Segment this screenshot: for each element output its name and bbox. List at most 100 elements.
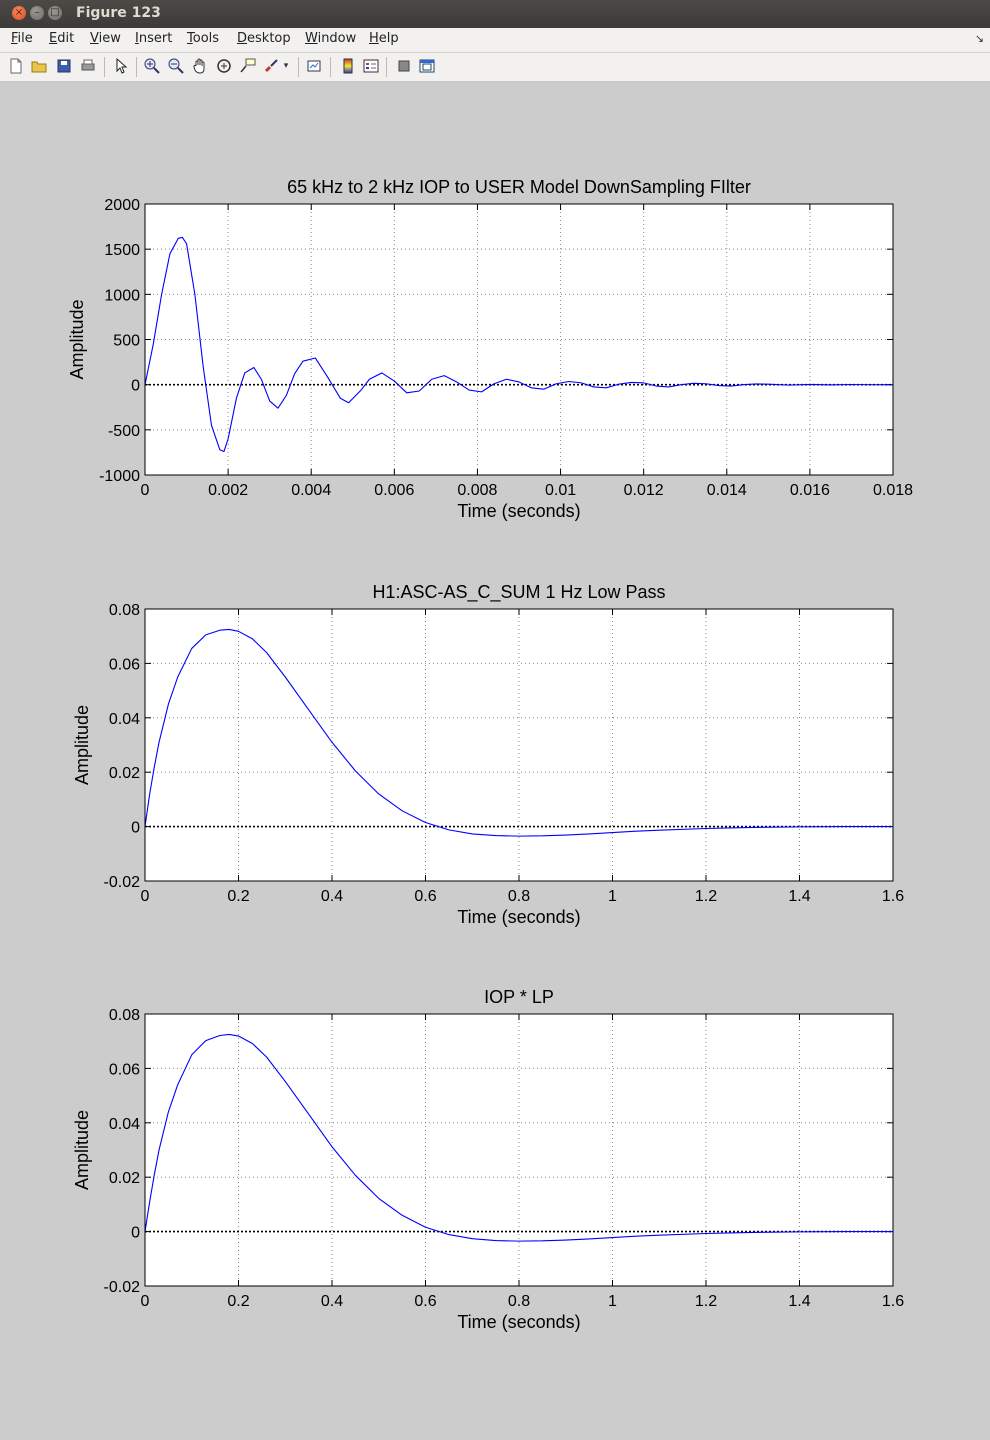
axes-frame — [144, 608, 894, 882]
x-tick-label: 0.2 — [227, 888, 249, 905]
maximize-window-button[interactable]: □ — [48, 6, 62, 20]
x-tick-label: 0.004 — [291, 482, 331, 499]
menu-bar: File Edit View Insert Tools Desktop Wind… — [0, 28, 990, 53]
series-line[interactable] — [144, 236, 894, 453]
figure-canvas: 0 0.002 0.004 0.006 0.008 0.01 0.012 0.014 0.016… — [4, 82, 986, 1436]
x-tick-label: 0.4 — [321, 888, 343, 905]
x-tick-label: 1.4 — [788, 1293, 810, 1310]
plot-title: IOP * LP — [484, 987, 554, 1007]
subplot-3: 0 0.2 0.4 0.6 0.8 1 1.2 1.4 1.6 0.08 0.06 0.04 0.02 0… — [72, 987, 904, 1332]
menu-tools[interactable]: Tools — [187, 31, 220, 46]
print-icon[interactable] — [80, 58, 96, 74]
pan-hand-icon[interactable] — [192, 58, 208, 74]
colorbar-icon[interactable] — [340, 58, 356, 74]
window-title: Figure 123 — [76, 5, 161, 21]
series-line[interactable] — [144, 1033, 893, 1242]
y-tick-label: 1500 — [104, 242, 140, 259]
figure-plots: 0 0.002 0.004 0.006 0.008 0.01 0.012 0.014 0.016… — [67, 177, 913, 1332]
brush-icon[interactable] — [263, 58, 279, 74]
zoom-in-icon[interactable] — [144, 58, 160, 74]
x-tick-label: 0.4 — [321, 1293, 343, 1310]
x-tick-label: 1.4 — [788, 888, 810, 905]
axes-frame — [144, 203, 894, 476]
menu-view[interactable]: View — [90, 31, 121, 46]
x-tick-label: 0 — [141, 888, 150, 905]
menu-window[interactable]: Window — [305, 31, 357, 46]
y-tick-label: 1000 — [104, 287, 140, 304]
y-tick-label: 0.02 — [109, 1170, 140, 1187]
legend-icon[interactable] — [363, 58, 379, 74]
x-tick-label: 0.002 — [208, 482, 248, 499]
zoom-out-icon[interactable] — [168, 58, 184, 74]
menu-desktop[interactable]: Desktop — [237, 31, 291, 46]
x-tick-label: 0.014 — [707, 482, 747, 499]
y-tick-label: 0 — [131, 378, 140, 395]
axes-frame — [144, 1013, 894, 1287]
y-tick-label: 0.06 — [109, 656, 140, 673]
y-tick-label: 2000 — [104, 197, 140, 214]
y-tick-label: 0.02 — [109, 765, 140, 782]
x-tick-label: 1.6 — [882, 1293, 904, 1310]
y-tick-label: 0.06 — [109, 1061, 140, 1078]
minimize-window-button[interactable]: – — [30, 6, 44, 20]
x-tick-label: 0.6 — [414, 1293, 436, 1310]
x-axis-label: Time (seconds) — [457, 907, 580, 927]
y-tick-label: -1000 — [99, 468, 140, 485]
y-tick-label: 0 — [131, 820, 140, 837]
close-window-button[interactable]: × — [12, 6, 26, 20]
x-tick-label: 1.2 — [695, 888, 717, 905]
y-tick-label: 0.04 — [109, 711, 140, 728]
x-tick-label: 0.006 — [374, 482, 414, 499]
plot-title: 65 kHz to 2 kHz IOP to USER Model DownSa… — [287, 177, 751, 197]
rotate-3d-icon[interactable] — [216, 58, 232, 74]
save-icon[interactable] — [56, 58, 72, 74]
x-tick-label: 0.2 — [227, 1293, 249, 1310]
y-tick-label: -0.02 — [104, 1279, 141, 1296]
x-axis-label: Time (seconds) — [457, 1312, 580, 1332]
hide-plot-tools-icon[interactable] — [396, 58, 412, 74]
data-cursor-icon[interactable] — [240, 58, 256, 74]
plot-title: H1:ASC-AS_C_SUM 1 Hz Low Pass — [372, 582, 665, 603]
window-titlebar: × – □ Figure 123 — [0, 0, 990, 28]
brush-dropdown-icon[interactable]: ▾ — [283, 61, 289, 71]
open-file-icon[interactable] — [31, 58, 47, 74]
subplot-2: 0 0.2 0.4 0.6 0.8 1 1.2 1.4 1.6 0.08 0.06 0.04 0.02 0… — [72, 582, 904, 927]
y-tick-label: -500 — [108, 423, 140, 440]
link-plot-icon[interactable] — [307, 58, 323, 74]
x-tick-label: 0.012 — [624, 482, 664, 499]
menu-file[interactable]: File — [11, 31, 33, 46]
show-plot-tools-icon[interactable] — [419, 58, 435, 74]
y-axis-label: Amplitude — [72, 705, 92, 785]
x-tick-label: 0 — [141, 1293, 150, 1310]
menu-edit[interactable]: Edit — [49, 31, 75, 46]
y-tick-label: 0.04 — [109, 1116, 140, 1133]
menu-insert[interactable]: Insert — [135, 31, 173, 46]
figure-toolbar: ▾ — [0, 53, 990, 82]
menubar-overflow-arrow-icon[interactable]: ↘ — [974, 32, 984, 45]
x-tick-label: 1.6 — [882, 888, 904, 905]
y-axis-label: Amplitude — [67, 299, 87, 379]
new-figure-icon[interactable] — [8, 58, 24, 74]
subplot-1: 0 0.002 0.004 0.006 0.008 0.01 0.012 0.014 0.016… — [67, 177, 913, 521]
x-tick-label: 0.6 — [414, 888, 436, 905]
x-axis-label: Time (seconds) — [457, 501, 580, 521]
x-tick-label: 0.016 — [790, 482, 830, 499]
y-tick-label: -0.02 — [104, 874, 141, 891]
series-line[interactable] — [144, 628, 893, 837]
x-tick-label: 0.008 — [457, 482, 497, 499]
edit-plot-arrow-icon[interactable] — [113, 57, 129, 74]
x-tick-label: 0 — [141, 482, 150, 499]
y-tick-label: 0 — [131, 1225, 140, 1242]
x-tick-label: 0.01 — [545, 482, 576, 499]
x-tick-label: 0.018 — [873, 482, 913, 499]
y-tick-label: 500 — [113, 333, 140, 350]
x-tick-label: 0.8 — [508, 1293, 530, 1310]
x-tick-label: 1.2 — [695, 1293, 717, 1310]
y-tick-label: 0.08 — [109, 1007, 140, 1024]
x-tick-label: 1 — [608, 1293, 617, 1310]
x-tick-label: 1 — [608, 888, 617, 905]
x-tick-label: 0.8 — [508, 888, 530, 905]
y-tick-label: 0.08 — [109, 602, 140, 619]
y-axis-label: Amplitude — [72, 1110, 92, 1190]
menu-help[interactable]: Help — [369, 31, 399, 46]
